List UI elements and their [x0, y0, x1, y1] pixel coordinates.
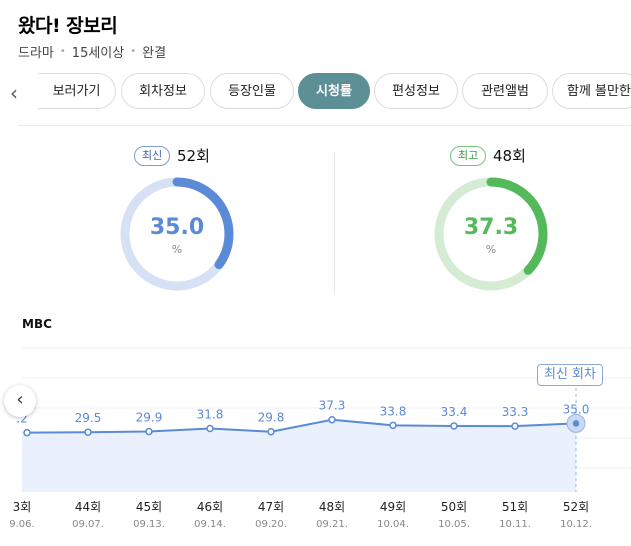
x-tick-date: 09.07. [72, 519, 104, 530]
latest-value: 35.0 [149, 215, 205, 240]
x-tick-date: 09.20. [255, 519, 287, 530]
data-point [267, 427, 275, 436]
data-label: 29.5 [75, 411, 102, 425]
x-tick-date: 09.13. [133, 519, 165, 530]
latest-episode: 52회 [177, 147, 210, 165]
chart-title: MBC [22, 317, 52, 331]
data-label: 35.0 [563, 402, 590, 416]
x-tick-episode: 52회 [563, 500, 589, 514]
tab-recommendations[interactable]: 함께 볼만한 [552, 73, 631, 109]
tab-albums[interactable]: 관련앨범 [462, 73, 548, 109]
page-title: 왔다! 장보리 [18, 15, 118, 37]
x-tick-episode: 48회 [319, 500, 345, 514]
x-tick-date: 10.04. [377, 519, 409, 530]
best-episode: 48회 [493, 147, 526, 165]
x-tick-episode: 50회 [441, 500, 467, 514]
series-line [26, 418, 577, 434]
latest-episode-callout: 최신 회차 [537, 364, 603, 386]
tab-characters[interactable]: 등장인물 [210, 73, 294, 109]
area-fill [22, 419, 576, 492]
data-point [206, 424, 214, 433]
x-tick-date: 09.14. [194, 519, 226, 530]
x-tick-episode: 44회 [75, 500, 101, 514]
data-point [145, 427, 153, 436]
data-point [84, 428, 92, 436]
x-tick-date: 10.05. [438, 519, 470, 530]
show-meta: 드라마 • 15세이상 • 완결 [18, 42, 166, 61]
chevron-left-icon[interactable]: ‹ [10, 81, 18, 105]
latest-ring [120, 177, 234, 291]
tab-schedule[interactable]: 편성정보 [374, 73, 458, 109]
tab-ratings[interactable]: 시청률 [298, 73, 370, 109]
data-point [23, 428, 31, 437]
x-tick-date: 09.21. [316, 519, 348, 530]
x-tick-episode: 47회 [258, 500, 284, 514]
data-label: 33.4 [441, 405, 468, 419]
latest-unit: % [171, 243, 183, 256]
best-ring [434, 177, 548, 291]
data-point [328, 415, 336, 424]
data-label: 31.8 [197, 408, 224, 422]
data-label: 33.3 [502, 405, 529, 419]
data-label: 33.8 [380, 404, 407, 418]
tab-episode-info[interactable]: 회차정보 [121, 73, 205, 109]
ring-progress [434, 177, 548, 291]
latest-badge: 최신 [134, 146, 171, 166]
data-point [572, 420, 580, 427]
tab-watch[interactable]: 보러가기 [38, 73, 116, 109]
ratings-line-chart: .2 29.5 29.9 31.8 29.8 37.3 33.8 33.4 33.3 35.0 3… [9, 347, 631, 530]
x-tick-date: 10.12. [560, 519, 592, 530]
data-point [511, 422, 519, 430]
chevron-left-icon[interactable]: ‹ [4, 385, 36, 417]
meta-separator: • [59, 46, 66, 57]
age-rating-label: 15세이상 [71, 46, 125, 61]
best-unit: % [485, 243, 497, 256]
data-label: 37.3 [319, 399, 346, 413]
data-point [389, 421, 397, 430]
x-tick-episode: 51회 [502, 500, 528, 514]
divider [18, 125, 631, 126]
tab-bar: ‹ 보러가기 회차정보 등장인물 시청률 편성정보 관련앨범 함께 볼만한 [0, 71, 631, 113]
data-label: .2 [16, 412, 27, 426]
data-point [450, 422, 458, 430]
status-label: 완결 [142, 46, 167, 61]
best-value: 37.3 [463, 215, 519, 240]
data-label: 29.8 [258, 411, 285, 425]
x-tick-episode: 49회 [380, 500, 406, 514]
meta-separator: • [130, 46, 137, 57]
x-tick-episode: 45회 [136, 500, 162, 514]
x-tick-date: 10.11. [499, 519, 531, 530]
ring-progress [120, 177, 234, 291]
x-tick-episode: 3회 [13, 500, 32, 514]
x-tick-date: 9.06. [9, 519, 34, 530]
best-badge: 최고 [450, 146, 487, 166]
x-tick-episode: 46회 [197, 500, 223, 514]
summary-divider [334, 152, 335, 294]
genre-label: 드라마 [18, 46, 54, 61]
data-label: 29.9 [136, 411, 163, 425]
